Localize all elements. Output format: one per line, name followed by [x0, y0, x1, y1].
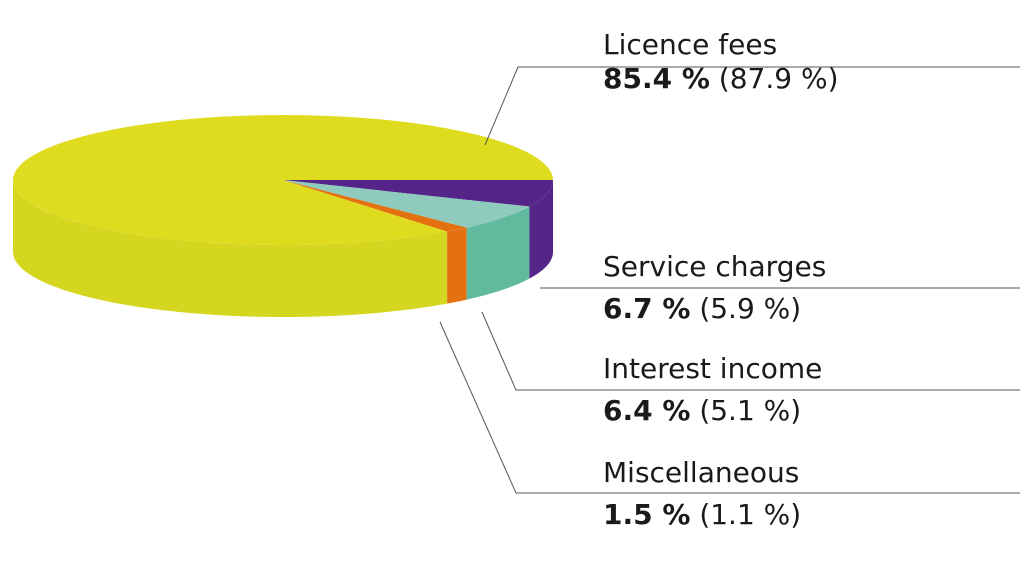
- slice-value: 6.7 % (5.9 %): [603, 292, 802, 325]
- slice-name: Miscellaneous: [603, 456, 800, 489]
- slice-value: 6.4 % (5.1 %): [603, 394, 802, 427]
- pie-slice-service-charges: [283, 180, 553, 207]
- leader-line-interest-income: [481, 311, 1020, 391]
- pie-slice-miscellaneous: [283, 180, 467, 232]
- slice-name: Interest income: [603, 352, 823, 385]
- pie-slice-interest-income: [283, 180, 530, 228]
- pie-side-licence-fees: [13, 180, 448, 317]
- leader-line-licence-fees: [484, 66, 1020, 146]
- slice-name: Service charges: [603, 250, 827, 283]
- slice-value: 85.4 % (87.9 %): [603, 62, 839, 95]
- label-interest-income: Interest income 6.4 % (5.1 %): [603, 352, 822, 428]
- pie-side-interest-income: [466, 206, 530, 300]
- slice-name: Licence fees: [603, 28, 778, 61]
- label-service-charges: Service charges 6.7 % (5.9 %): [603, 250, 826, 326]
- pie-slice-licence-fees: [12, 114, 553, 245]
- label-licence-fees: Licence fees 85.4 % (87.9 %): [603, 28, 839, 96]
- label-miscellaneous: Miscellaneous 1.5 % (1.1 %): [603, 456, 801, 532]
- slice-value: 1.5 % (1.1 %): [603, 498, 802, 531]
- leader-line-miscellaneous: [439, 321, 1020, 494]
- pie-side-miscellaneous: [447, 227, 467, 304]
- pie-side-service-charges: [529, 180, 553, 279]
